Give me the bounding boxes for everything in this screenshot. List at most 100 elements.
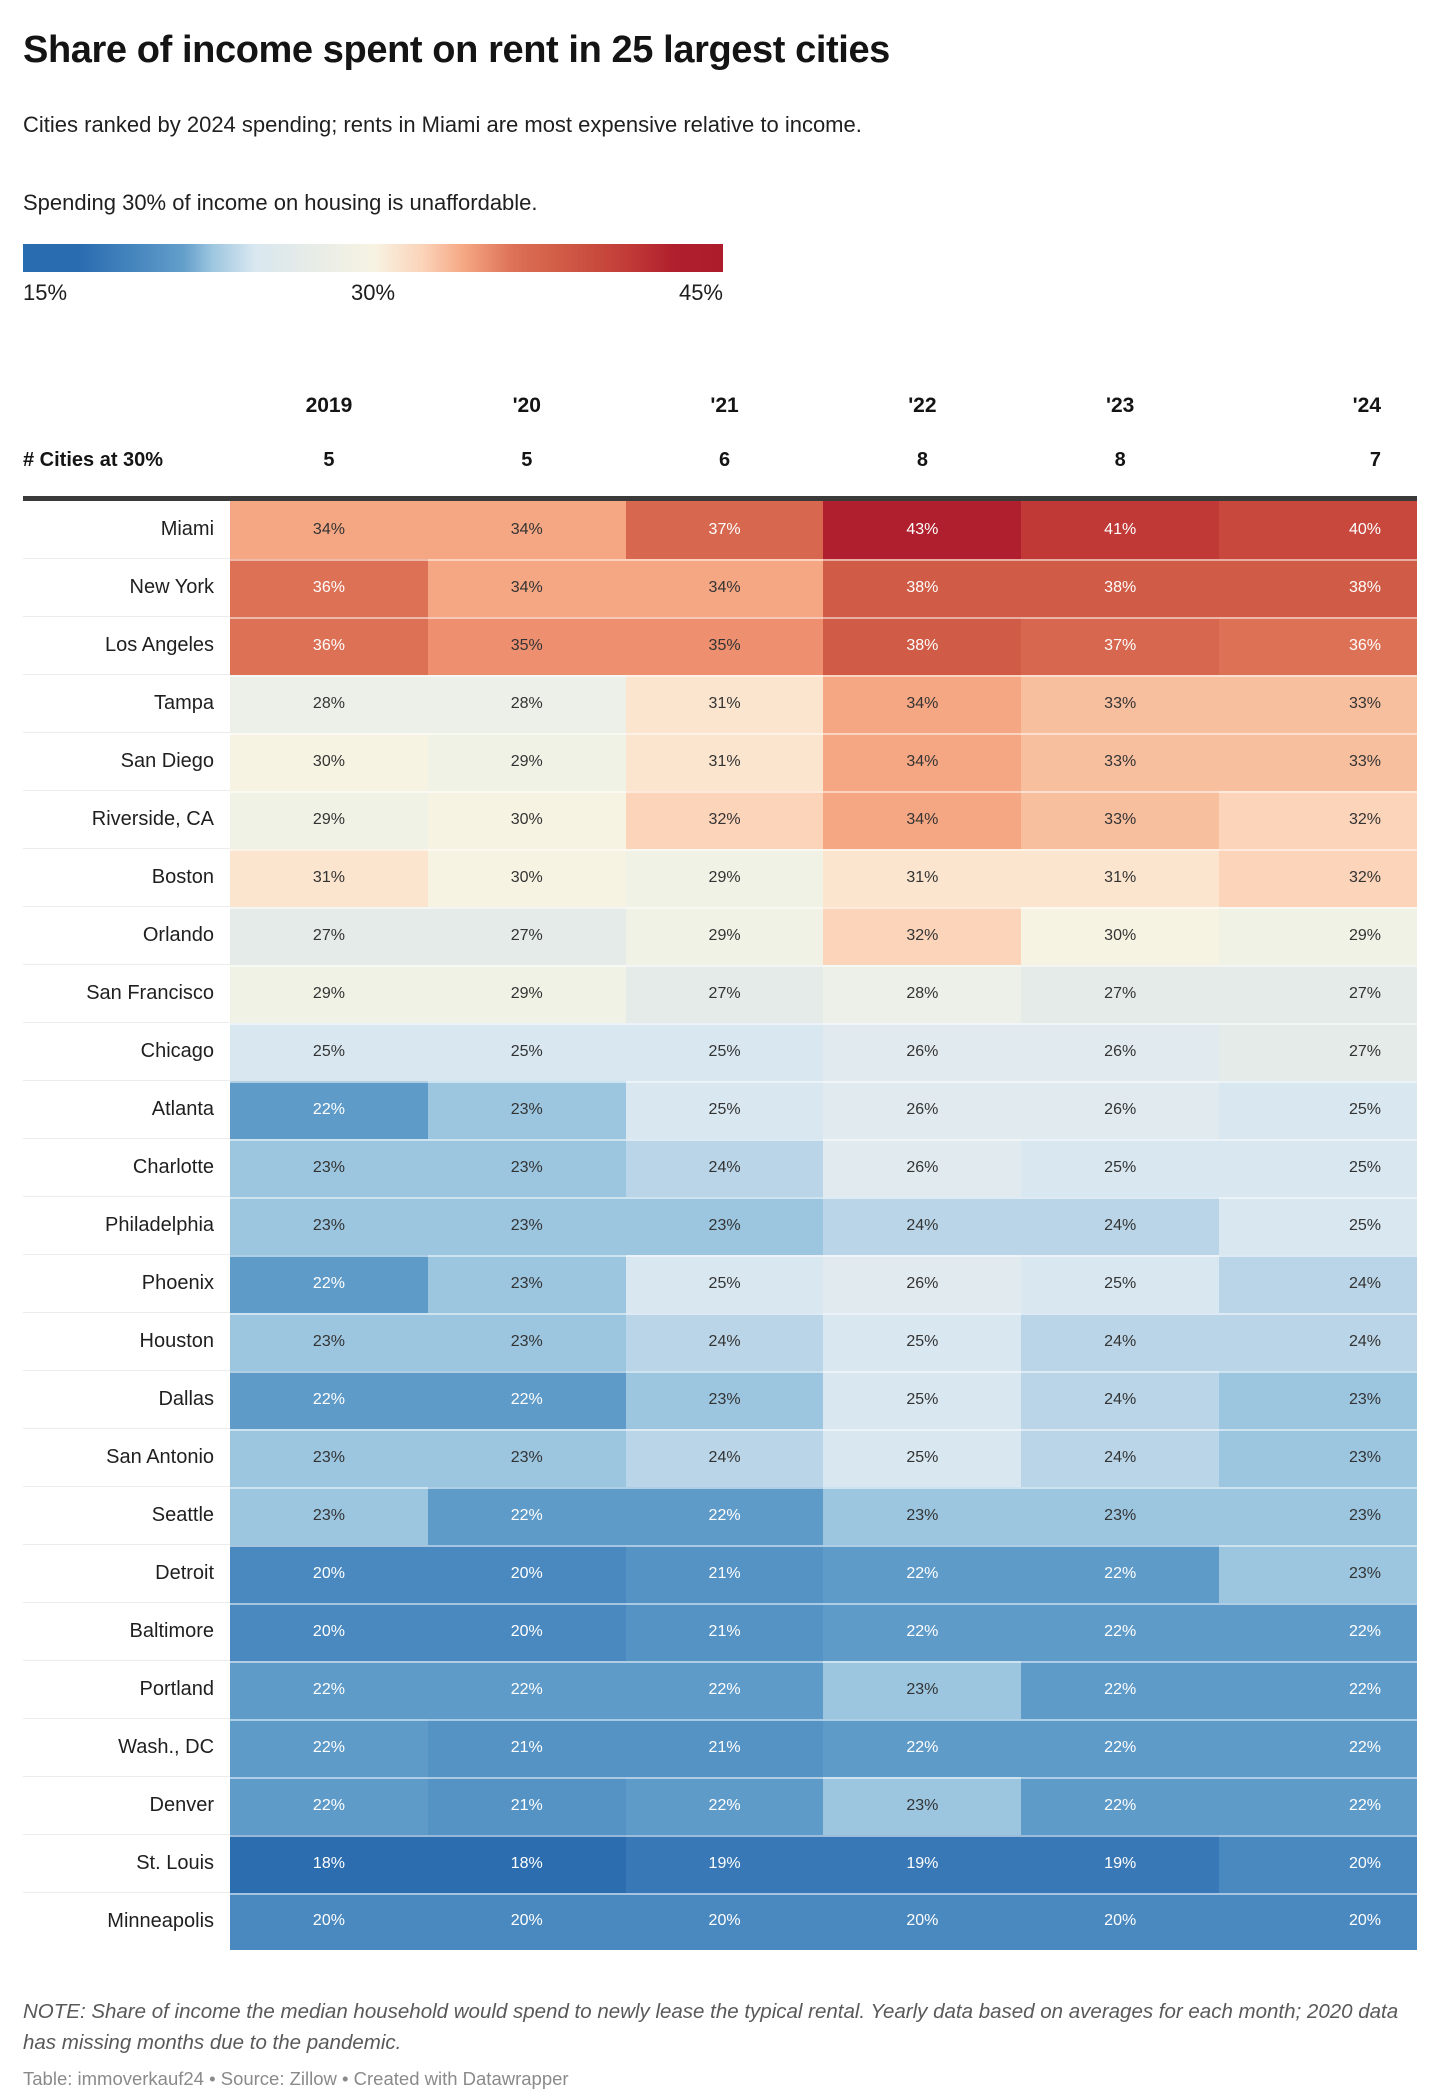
table-row: Riverside, CA 29% 30% 32% 34% 33% 32% [23,790,1417,849]
value-cell: 25% [1219,1080,1417,1139]
table-row: Wash., DC 22% 21% 21% 22% 22% 22% [23,1718,1417,1777]
value-cell: 25% [1219,1196,1417,1255]
value-cell: 30% [1021,906,1220,965]
city-label: San Diego [23,732,231,791]
table-row: San Diego 30% 29% 31% 34% 33% 33% [23,732,1417,791]
cities-at-30-count: 5 [521,448,533,471]
value-cell: 26% [1021,1080,1220,1139]
legend-gradient-bar [23,244,723,272]
value-cell: 20% [1219,1834,1417,1893]
value-cell: 24% [1219,1254,1417,1313]
cities-at-30-count: 7 [1369,448,1381,471]
value-cell: 23% [1219,1428,1417,1487]
value-cell: 22% [625,1776,824,1835]
table-row: Miami 34% 34% 37% 43% 41% 40% [23,501,1417,559]
value-cell: 21% [625,1718,824,1777]
value-cell: 29% [427,732,626,791]
value-cell: 38% [823,558,1022,617]
value-cell: 22% [230,1080,428,1139]
cities-at-30-count: 6 [719,448,731,471]
value-cell: 23% [230,1486,428,1545]
city-label: Philadelphia [23,1196,231,1255]
table-row: San Francisco 29% 29% 27% 28% 27% 27% [23,964,1417,1023]
page-title: Share of income spent on rent in 25 larg… [23,29,890,71]
value-cell: 25% [625,1022,824,1081]
value-cell: 22% [1021,1602,1220,1661]
value-cell: 23% [230,1312,428,1371]
value-cell: 38% [823,616,1022,675]
value-cell: 21% [625,1602,824,1661]
value-cell: 28% [427,674,626,733]
value-cell: 22% [823,1602,1022,1661]
value-cell: 23% [427,1196,626,1255]
thick-rule [23,496,1417,501]
value-cell: 23% [230,1138,428,1197]
value-cell: 31% [625,674,824,733]
value-cell: 22% [230,1660,428,1719]
value-cell: 19% [625,1834,824,1893]
value-cell: 19% [823,1834,1022,1893]
legend-mid-label: 30% [350,280,396,305]
affordability-callout: Spending 30% of income on housing is una… [23,190,538,215]
city-label: San Antonio [23,1428,231,1487]
value-cell: 29% [427,964,626,1023]
value-cell: 34% [427,558,626,617]
value-cell: 27% [1219,1022,1417,1081]
table-row: Los Angeles 36% 35% 35% 38% 37% 36% [23,616,1417,675]
source-credit: Table: immoverkauf24 • Source: Zillow • … [23,2068,569,2089]
table-row: New York 36% 34% 34% 38% 38% 38% [23,558,1417,617]
value-cell: 40% [1219,501,1417,559]
value-cell: 22% [427,1370,626,1429]
color-legend: 15% 30% 45% [23,244,723,306]
city-label: Phoenix [23,1254,231,1313]
footnote: NOTE: Share of income the median househo… [23,2000,1399,2054]
value-cell: 25% [625,1254,824,1313]
value-cell: 23% [823,1486,1022,1545]
value-cell: 24% [1219,1312,1417,1371]
value-cell: 22% [1219,1718,1417,1777]
value-cell: 22% [823,1718,1022,1777]
value-cell: 23% [427,1254,626,1313]
city-label: Portland [23,1660,231,1719]
value-cell: 29% [1219,906,1417,965]
value-cell: 24% [625,1428,824,1487]
value-cell: 22% [1219,1602,1417,1661]
cities-at-30-row: # Cities at 30% 5 5 6 8 8 7 [23,424,1417,496]
value-cell: 20% [230,1602,428,1661]
city-label: Boston [23,848,231,907]
table-row: Charlotte 23% 23% 24% 26% 25% 25% [23,1138,1417,1197]
value-cell: 22% [625,1486,824,1545]
year-header: '22 [908,394,937,417]
city-label: Chicago [23,1022,231,1081]
value-cell: 20% [625,1892,824,1950]
table-row: Tampa 28% 28% 31% 34% 33% 33% [23,674,1417,733]
value-cell: 22% [230,1718,428,1777]
value-cell: 22% [230,1370,428,1429]
cities-at-30-count: 5 [323,448,335,471]
city-label: Houston [23,1312,231,1371]
value-cell: 38% [1219,558,1417,617]
value-cell: 24% [1021,1370,1220,1429]
value-cell: 36% [1219,616,1417,675]
cities-at-30-count: 8 [916,448,928,471]
value-cell: 25% [427,1022,626,1081]
value-cell: 30% [427,848,626,907]
value-cell: 29% [625,848,824,907]
value-cell: 33% [1021,790,1220,849]
value-cell: 33% [1021,674,1220,733]
value-cell: 32% [823,906,1022,965]
value-cell: 20% [427,1544,626,1603]
value-cell: 34% [823,674,1022,733]
table-row: Detroit 20% 20% 21% 22% 22% 23% [23,1544,1417,1603]
value-cell: 31% [1021,848,1220,907]
value-cell: 24% [823,1196,1022,1255]
city-label: New York [23,558,231,617]
value-cell: 23% [427,1428,626,1487]
year-header: '24 [1352,394,1381,417]
value-cell: 20% [823,1892,1022,1950]
value-cell: 24% [1021,1428,1220,1487]
table-row: San Antonio 23% 23% 24% 25% 24% 23% [23,1428,1417,1487]
subtitle: Cities ranked by 2024 spending; rents in… [23,112,862,137]
value-cell: 21% [427,1718,626,1777]
value-cell: 41% [1021,501,1220,559]
